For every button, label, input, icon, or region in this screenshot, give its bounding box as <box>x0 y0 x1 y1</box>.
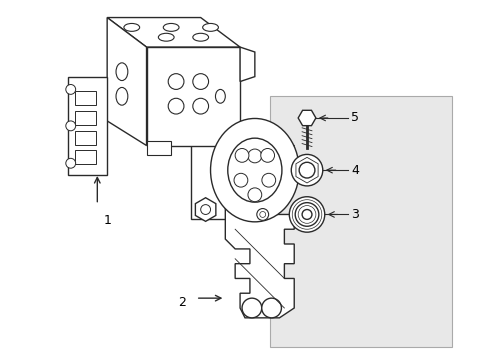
Bar <box>270 96 452 347</box>
Polygon shape <box>147 47 240 145</box>
Polygon shape <box>147 141 171 156</box>
Circle shape <box>234 173 248 187</box>
Circle shape <box>291 154 323 186</box>
Bar <box>74 150 97 164</box>
Circle shape <box>248 149 262 163</box>
Text: 2: 2 <box>178 296 186 309</box>
Text: 1: 1 <box>103 215 111 228</box>
Ellipse shape <box>168 98 184 114</box>
Circle shape <box>235 148 249 162</box>
Text: 3: 3 <box>351 208 359 221</box>
Ellipse shape <box>216 89 225 103</box>
Ellipse shape <box>193 74 209 89</box>
Circle shape <box>257 208 269 220</box>
Circle shape <box>261 148 274 162</box>
Circle shape <box>295 203 319 226</box>
Ellipse shape <box>158 33 174 41</box>
Circle shape <box>248 188 262 202</box>
Circle shape <box>299 162 315 178</box>
Ellipse shape <box>211 118 299 222</box>
Polygon shape <box>107 18 147 145</box>
Circle shape <box>66 158 75 168</box>
Ellipse shape <box>228 138 282 202</box>
Polygon shape <box>240 47 255 82</box>
Bar <box>74 131 97 145</box>
Polygon shape <box>191 121 260 219</box>
Polygon shape <box>107 18 240 47</box>
Bar <box>74 91 97 105</box>
Ellipse shape <box>124 23 140 31</box>
Ellipse shape <box>116 63 128 81</box>
Circle shape <box>289 197 325 232</box>
Circle shape <box>66 85 75 94</box>
Circle shape <box>302 210 312 219</box>
Circle shape <box>262 173 276 187</box>
Text: 5: 5 <box>351 112 359 125</box>
Ellipse shape <box>193 98 209 114</box>
Ellipse shape <box>116 87 128 105</box>
Circle shape <box>260 212 266 217</box>
Circle shape <box>242 298 262 318</box>
Circle shape <box>262 298 281 318</box>
Ellipse shape <box>193 33 209 41</box>
Text: 4: 4 <box>351 164 359 177</box>
Ellipse shape <box>163 23 179 31</box>
Polygon shape <box>68 77 107 175</box>
Ellipse shape <box>203 23 219 31</box>
Circle shape <box>201 204 211 215</box>
Polygon shape <box>225 145 294 318</box>
Bar <box>74 111 97 125</box>
Ellipse shape <box>168 74 184 89</box>
Circle shape <box>66 121 75 131</box>
